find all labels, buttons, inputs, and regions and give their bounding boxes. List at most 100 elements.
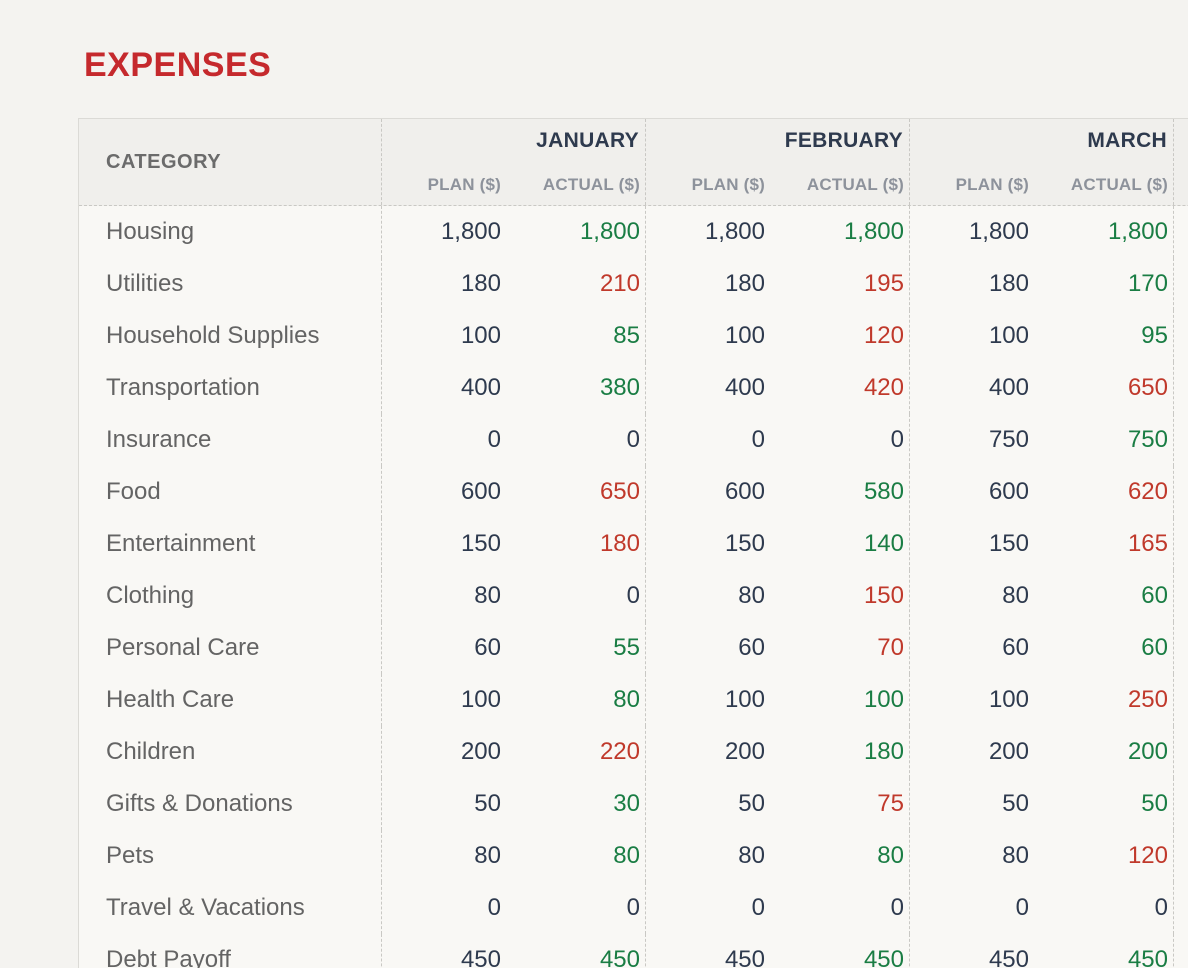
actual-cell: 450: [863, 946, 904, 968]
expenses-table-body: Housing 1,800 1,800 1,800 1,800 1,800 1,800 Uti…: [79, 206, 1188, 968]
cut-month-value-group: [1173, 934, 1188, 968]
month-value-group: 50 30: [381, 778, 645, 830]
cut-month-value-group: [1173, 830, 1188, 882]
plan-actual-subheader: PLAN ($) ACTUAL ($): [646, 153, 909, 205]
category-cell: Transportation: [106, 374, 260, 401]
plan-cell: 80: [738, 582, 765, 609]
category-cell: Debt Payoff: [106, 946, 231, 968]
actual-cell: 150: [863, 582, 904, 609]
cut-month-value-group: [1173, 258, 1188, 310]
plan-cell: 50: [474, 790, 501, 817]
cut-month-value-group: [1173, 778, 1188, 830]
month-value-group: 200 180: [645, 726, 909, 778]
cut-month-value-group: [1173, 622, 1188, 674]
actual-cell: 80: [877, 842, 904, 869]
plan-cell: 80: [1002, 842, 1029, 869]
plan-cell: 100: [988, 322, 1029, 349]
month-value-group: 1,800 1,800: [645, 206, 909, 258]
cut-month-value-group: [1173, 310, 1188, 362]
month-value-group: 100 100: [645, 674, 909, 726]
plan-cell: 180: [724, 270, 765, 297]
plan-cell: 600: [988, 478, 1029, 505]
actual-cell: 650: [599, 478, 640, 505]
cut-month-value-group: [1173, 726, 1188, 778]
actual-cell: 0: [626, 426, 640, 453]
month-value-group: 150 140: [645, 518, 909, 570]
month-value-group: 400 650: [909, 362, 1173, 414]
actual-cell: 120: [863, 322, 904, 349]
category-cell: Insurance: [106, 426, 212, 453]
category-cell: Entertainment: [106, 530, 256, 557]
actual-cell: 210: [599, 270, 640, 297]
month-label: MARCH: [1087, 129, 1167, 152]
cut-month-value-group: [1173, 882, 1188, 934]
category-cell: Clothing: [106, 582, 195, 609]
plan-cell: 80: [1002, 582, 1029, 609]
month-value-group: 80 120: [909, 830, 1173, 882]
actual-cell: 140: [863, 530, 904, 557]
actual-cell: 80: [613, 686, 640, 713]
plan-cell: 180: [460, 270, 501, 297]
month-value-group: 60 70: [645, 622, 909, 674]
actual-cell: 60: [1141, 634, 1168, 661]
plan-cell: 1,800: [704, 218, 765, 245]
table-row: Debt Payoff 450 450 450 450 450 450: [79, 934, 1188, 968]
plan-cell: 60: [738, 634, 765, 661]
plan-cell: 150: [460, 530, 501, 557]
expenses-table: CATEGORY JANUARY PLAN ($) ACTUAL ($) FEBRUA…: [78, 118, 1188, 968]
actual-cell: 0: [626, 894, 640, 921]
actual-cell: 180: [599, 530, 640, 557]
month-value-group: 150 165: [909, 518, 1173, 570]
category-cell: Children: [106, 738, 196, 765]
month-value-group: 100 120: [645, 310, 909, 362]
category-cell: Household Supplies: [106, 322, 320, 349]
month-label: JANUARY: [536, 129, 639, 152]
table-row: Utilities 180 210 180 195 180 170: [79, 258, 1188, 310]
month-value-group: 600 620: [909, 466, 1173, 518]
plan-cell: 750: [988, 426, 1029, 453]
table-row: Insurance 0 0 0 0 750 750: [79, 414, 1188, 466]
plan-cell: 0: [751, 426, 765, 453]
actual-cell: 580: [863, 478, 904, 505]
plan-cell: 400: [460, 374, 501, 401]
month-value-group: 180 170: [909, 258, 1173, 310]
month-value-group: 600 650: [381, 466, 645, 518]
actual-column-label: ACTUAL ($): [806, 175, 904, 194]
actual-cell: 0: [890, 426, 904, 453]
actual-cell: 30: [613, 790, 640, 817]
category-cell: Personal Care: [106, 634, 260, 661]
table-row: Gifts & Donations 50 30 50 75 50 50: [79, 778, 1188, 830]
plan-cell: 80: [474, 582, 501, 609]
actual-cell: 60: [1141, 582, 1168, 609]
table-row: Pets 80 80 80 80 80 120: [79, 830, 1188, 882]
month-value-group: 180 210: [381, 258, 645, 310]
category-cell: Gifts & Donations: [106, 790, 293, 817]
plan-cell: 80: [474, 842, 501, 869]
actual-cell: 750: [1127, 426, 1168, 453]
plan-cell: 200: [724, 738, 765, 765]
plan-cell: 150: [988, 530, 1029, 557]
cut-month-value-group: [1173, 414, 1188, 466]
plan-column-label: PLAN ($): [955, 175, 1029, 194]
actual-cell: 0: [890, 894, 904, 921]
actual-cell: 420: [863, 374, 904, 401]
cut-month-value-group: [1173, 362, 1188, 414]
month-value-group: 600 580: [645, 466, 909, 518]
table-row: Transportation 400 380 400 420 400 650: [79, 362, 1188, 414]
actual-cell: 0: [626, 582, 640, 609]
plan-cell: 600: [460, 478, 501, 505]
month-header-group: JANUARY PLAN ($) ACTUAL ($): [381, 119, 645, 205]
month-header-group: MARCH PLAN ($) ACTUAL ($): [909, 119, 1173, 205]
plan-cell: 200: [460, 738, 501, 765]
plan-cell: 450: [460, 946, 501, 968]
month-value-group: 450 450: [645, 934, 909, 968]
plan-cell: 100: [724, 686, 765, 713]
plan-column-label: PLAN ($): [427, 175, 501, 194]
actual-cell: 220: [599, 738, 640, 765]
actual-cell: 195: [863, 270, 904, 297]
